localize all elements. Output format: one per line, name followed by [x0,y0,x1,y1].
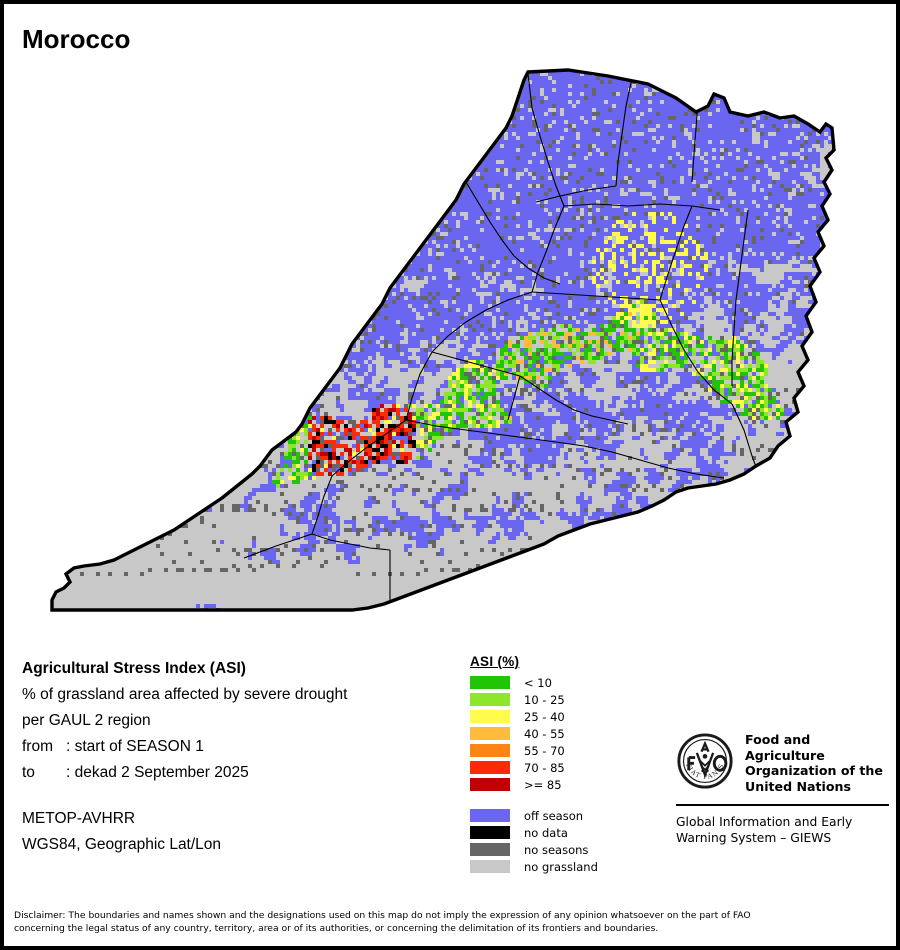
fao-header: FIAT PANIS Food and Agriculture Organiza… [676,732,891,794]
legend-class-label: >= 85 [524,777,562,792]
legend-class-swatch [470,778,510,791]
legend-status-label: no seasons [524,842,589,857]
legend-class-swatch [470,710,510,723]
map-legend: ASI (%) < 10 10 - 25 25 - 40 40 - 55 55 - 70… [470,654,660,875]
legend-status-0[interactable]: off season [470,807,660,824]
legend-status-label: no grassland [524,859,598,874]
page-title: Morocco [22,24,131,54]
fao-name-line-2: Organization of the [745,763,883,778]
info-spacer [22,786,452,806]
info-period-to: to : dekad 2 September 2025 [22,760,452,786]
from-value: : start of SEASON 1 [66,738,204,755]
legend-class-1[interactable]: 10 - 25 [470,691,660,708]
giews-name: Global Information and Early Warning Sys… [676,814,891,846]
fao-name-line-3: United Nations [745,778,851,794]
legend-class-list: < 10 10 - 25 25 - 40 40 - 55 55 - 70 70 - 85 >… [470,674,660,793]
legend-class-swatch [470,727,510,740]
legend-status-swatch [470,826,510,839]
info-heading: Agricultural Stress Index (ASI) [22,660,246,677]
legend-status-label: no data [524,825,568,840]
legend-class-label: < 10 [524,675,552,690]
fao-name: Food and Agriculture Organization of the… [745,732,891,794]
legend-status-swatch [470,860,510,873]
legend-class-label: 25 - 40 [524,709,565,724]
legend-class-swatch [470,761,510,774]
legend-class-0[interactable]: < 10 [470,674,660,691]
legend-class-label: 40 - 55 [524,726,565,741]
to-label: to [22,764,35,781]
map-canvas[interactable] [8,54,896,634]
legend-class-5[interactable]: 70 - 85 [470,759,660,776]
legend-class-label: 70 - 85 [524,760,565,775]
fao-name-line-1: Food and Agriculture [745,732,825,763]
fao-logo-icon: FIAT PANIS [677,733,733,789]
info-period-from: from : start of SEASON 1 [22,734,452,760]
info-subtitle-2: per GAUL 2 region [22,712,151,729]
legend-status-2[interactable]: no seasons [470,841,660,858]
admin2-boundaries [243,73,761,610]
legend-class-swatch [470,676,510,689]
legend-status-3[interactable]: no grassland [470,858,660,875]
to-value: : dekad 2 September 2025 [66,764,249,781]
legend-class-label: 55 - 70 [524,743,565,758]
from-label: from [22,738,53,755]
disclaimer: Disclaimer: The boundaries and names sho… [14,910,890,935]
info-sensor: METOP-AVHRR [22,810,136,827]
legend-status-label: off season [524,808,584,823]
giews-line-2: Warning System – GIEWS [676,831,832,845]
legend-status-swatch [470,809,510,822]
legend-status-swatch [470,843,510,856]
legend-class-swatch [470,744,510,757]
giews-line-1: Global Information and Early [676,815,853,829]
disclaimer-line-1: Disclaimer: The boundaries and names sho… [14,910,751,921]
fao-divider [676,804,889,806]
fao-branding: FIAT PANIS Food and Agriculture Organiza… [676,732,891,846]
legend-title: ASI (%) [470,654,520,669]
map-info-block: Agricultural Stress Index (ASI) % of gra… [22,656,452,858]
legend-status-1[interactable]: no data [470,824,660,841]
info-projection: WGS84, Geographic Lat/Lon [22,836,222,853]
legend-class-2[interactable]: 25 - 40 [470,708,660,725]
legend-class-label: 10 - 25 [524,692,565,707]
morocco-choropleth-map[interactable] [8,54,896,634]
info-subtitle-1: % of grassland area affected by severe d… [22,686,348,703]
legend-class-6[interactable]: >= 85 [470,776,660,793]
legend-class-4[interactable]: 55 - 70 [470,742,660,759]
disclaimer-line-2: concerning the legal status of any count… [14,922,659,934]
legend-class-swatch [470,693,510,706]
legend-spacer [470,793,660,807]
legend-class-3[interactable]: 40 - 55 [470,725,660,742]
legend-status-list: off season no data no seasons no grassland [470,807,660,875]
